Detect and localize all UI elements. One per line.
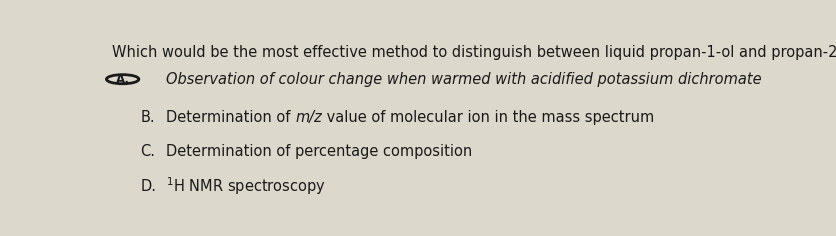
Text: m/z: m/z [295, 110, 322, 125]
Text: D.: D. [140, 179, 156, 194]
Text: C.: C. [140, 144, 155, 159]
Text: Observation of colour change when warmed with acidified potassium dichromate: Observation of colour change when warmed… [166, 72, 762, 87]
Text: Determination of: Determination of [166, 110, 295, 125]
Text: B.: B. [140, 110, 155, 125]
Text: $^{1}$H NMR spectroscopy: $^{1}$H NMR spectroscopy [166, 176, 326, 197]
Text: Determination of percentage composition: Determination of percentage composition [166, 144, 472, 159]
Text: value of molecular ion in the mass spectrum: value of molecular ion in the mass spect… [322, 110, 654, 125]
Text: Which would be the most effective method to distinguish between liquid propan-1-: Which would be the most effective method… [112, 45, 836, 60]
Text: A.: A. [115, 73, 130, 86]
